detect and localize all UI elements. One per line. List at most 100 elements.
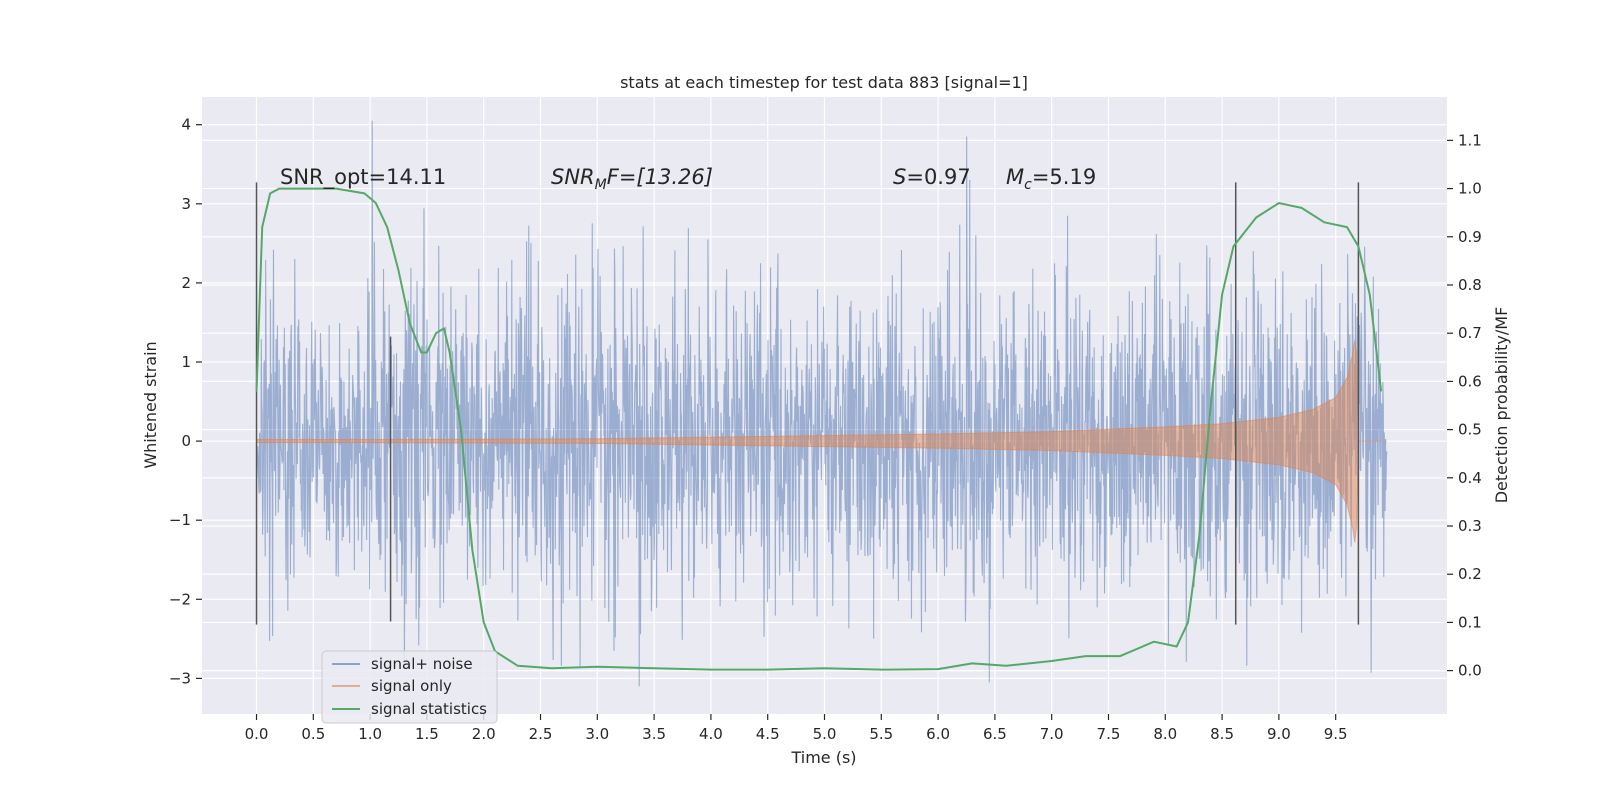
x-tick-label: 7.0 [1040,725,1064,743]
legend-label-signal: signal only [371,677,452,695]
y-tick-label: 0 [181,432,191,450]
x-tick-label: 5.5 [869,725,893,743]
signal-statistics-point [1232,245,1235,248]
signal-statistics-point [596,666,598,668]
signal-statistics-point [386,226,388,228]
signal-statistics-point [443,327,445,329]
y2-tick-label: 0.0 [1458,662,1482,680]
signal-statistics-point [551,667,553,669]
signal-statistics-point [710,669,712,671]
snr-opt-annotation: SNR_opt=14.11 [280,165,446,190]
legend-box [321,650,498,724]
s-annotation: S=0.97 [893,165,971,189]
y2-tick-label: 0.4 [1458,469,1482,487]
s-value: =0.97 [906,165,970,189]
signal-statistics-point [363,192,366,195]
signal-statistics-point [449,351,451,354]
signal-statistics-point [1323,221,1325,223]
x-tick-label: 8.5 [1210,725,1234,743]
signal-statistics-point [255,390,258,392]
y-tick-label: −3 [169,669,191,687]
signal-statistics-series [255,187,1383,671]
signal-statistics-point [269,192,271,195]
y2-axis-label: Detection probability/MF [1492,307,1511,504]
y2-tick-label: 0.7 [1458,324,1482,342]
signal-statistics-point [1357,245,1359,248]
x-tick-label: 3.0 [585,725,609,743]
signal-statistics-point [435,332,437,334]
snr-mf-annotation: SNRMF=[13.26] [551,165,713,193]
x-tick-label: 4.0 [699,725,723,743]
y-axis-ticks: 4 3 2 1 0 −1 −2 −3 [169,116,202,687]
signal-statistics-point [1085,655,1087,657]
signal-statistics-point [301,187,303,190]
signal-only-area [256,339,1387,543]
signal-statistics-point [1346,226,1348,228]
y2-tick-label: 1.0 [1458,180,1482,198]
signal-statistics-point [261,226,263,228]
signal-statistics-point [1369,294,1371,296]
x-tick-label: 5.0 [813,725,837,743]
y2-tick-label: 0.1 [1458,613,1482,631]
signal-statistics-point [375,202,377,204]
segment-markers [255,182,1360,625]
y-axis-label: Whitened strain [141,341,160,468]
x-tick-label: 3.5 [642,725,666,743]
y2-tick-label: 0.3 [1458,517,1482,535]
x-tick-label: 2.0 [472,725,496,743]
signal-statistics-point [335,187,337,190]
signal-statistics-point [1198,535,1200,537]
signal-statistics-point [409,322,411,325]
y-tick-label: −2 [169,590,191,608]
x-tick-label: 0.0 [245,725,269,743]
signal-statistics-point [880,669,882,671]
signal-statistics-point [460,429,462,431]
signal-statistics-point [971,662,973,664]
signal-statistics-point [1119,655,1121,657]
signal-statistics-point [653,667,655,669]
y-tick-label: 3 [181,195,191,213]
y-tick-label: 2 [181,274,191,292]
signal-statistics-point [517,665,519,667]
signal-statistics-point [1278,202,1280,204]
legend-label-stat: signal statistics [371,700,487,718]
signal-statistics-point [767,669,769,671]
x-tick-label: 0.5 [301,725,325,743]
y-tick-label: 4 [181,116,191,134]
signal-statistics-point [1221,294,1223,296]
signal-statistics-point [278,187,280,190]
signal-statistics-point [426,351,428,354]
x-axis-label: Time (s) [790,748,856,767]
signal-statistics-point [483,621,485,624]
signal-only-series [256,339,1387,543]
y-tick-label: 1 [181,353,191,371]
signal-statistics-point [1176,645,1178,648]
signal-statistics-point [1051,660,1053,662]
mc-value: =5.19 [1032,165,1096,189]
y2-tick-label: 0.2 [1458,565,1482,583]
signal-statistics-point [823,667,826,669]
x-tick-label: 9.0 [1267,725,1291,743]
snr-mf-prefix: SNR [551,165,595,189]
x-tick-label: 4.5 [756,725,780,743]
signal-statistics-point [1210,404,1212,407]
signal-statistics-point [1153,641,1155,643]
chart-title: stats at each timestep for test data 883… [620,73,1028,92]
x-tick-label: 1.5 [415,725,439,743]
mc-sub: c [1024,177,1032,193]
mc-prefix: M [1006,165,1024,189]
y-tick-label: −1 [169,511,191,529]
y2-tick-label: 0.8 [1458,276,1482,294]
signal-statistics-point [397,269,400,272]
s-prefix: S [893,165,906,189]
snr-mf-suffix: F=[13.26] [607,165,713,189]
x-tick-label: 9.5 [1324,725,1348,743]
signal-statistics-point [471,549,473,551]
legend: signal+ noise signal only signal statist… [321,650,498,724]
y2-tick-label: 0.6 [1458,372,1482,390]
signal-statistics-point [1255,216,1257,219]
x-tick-label: 6.0 [926,725,950,743]
y2-tick-label: 0.5 [1458,421,1482,439]
y2-tick-label: 0.9 [1458,228,1482,246]
